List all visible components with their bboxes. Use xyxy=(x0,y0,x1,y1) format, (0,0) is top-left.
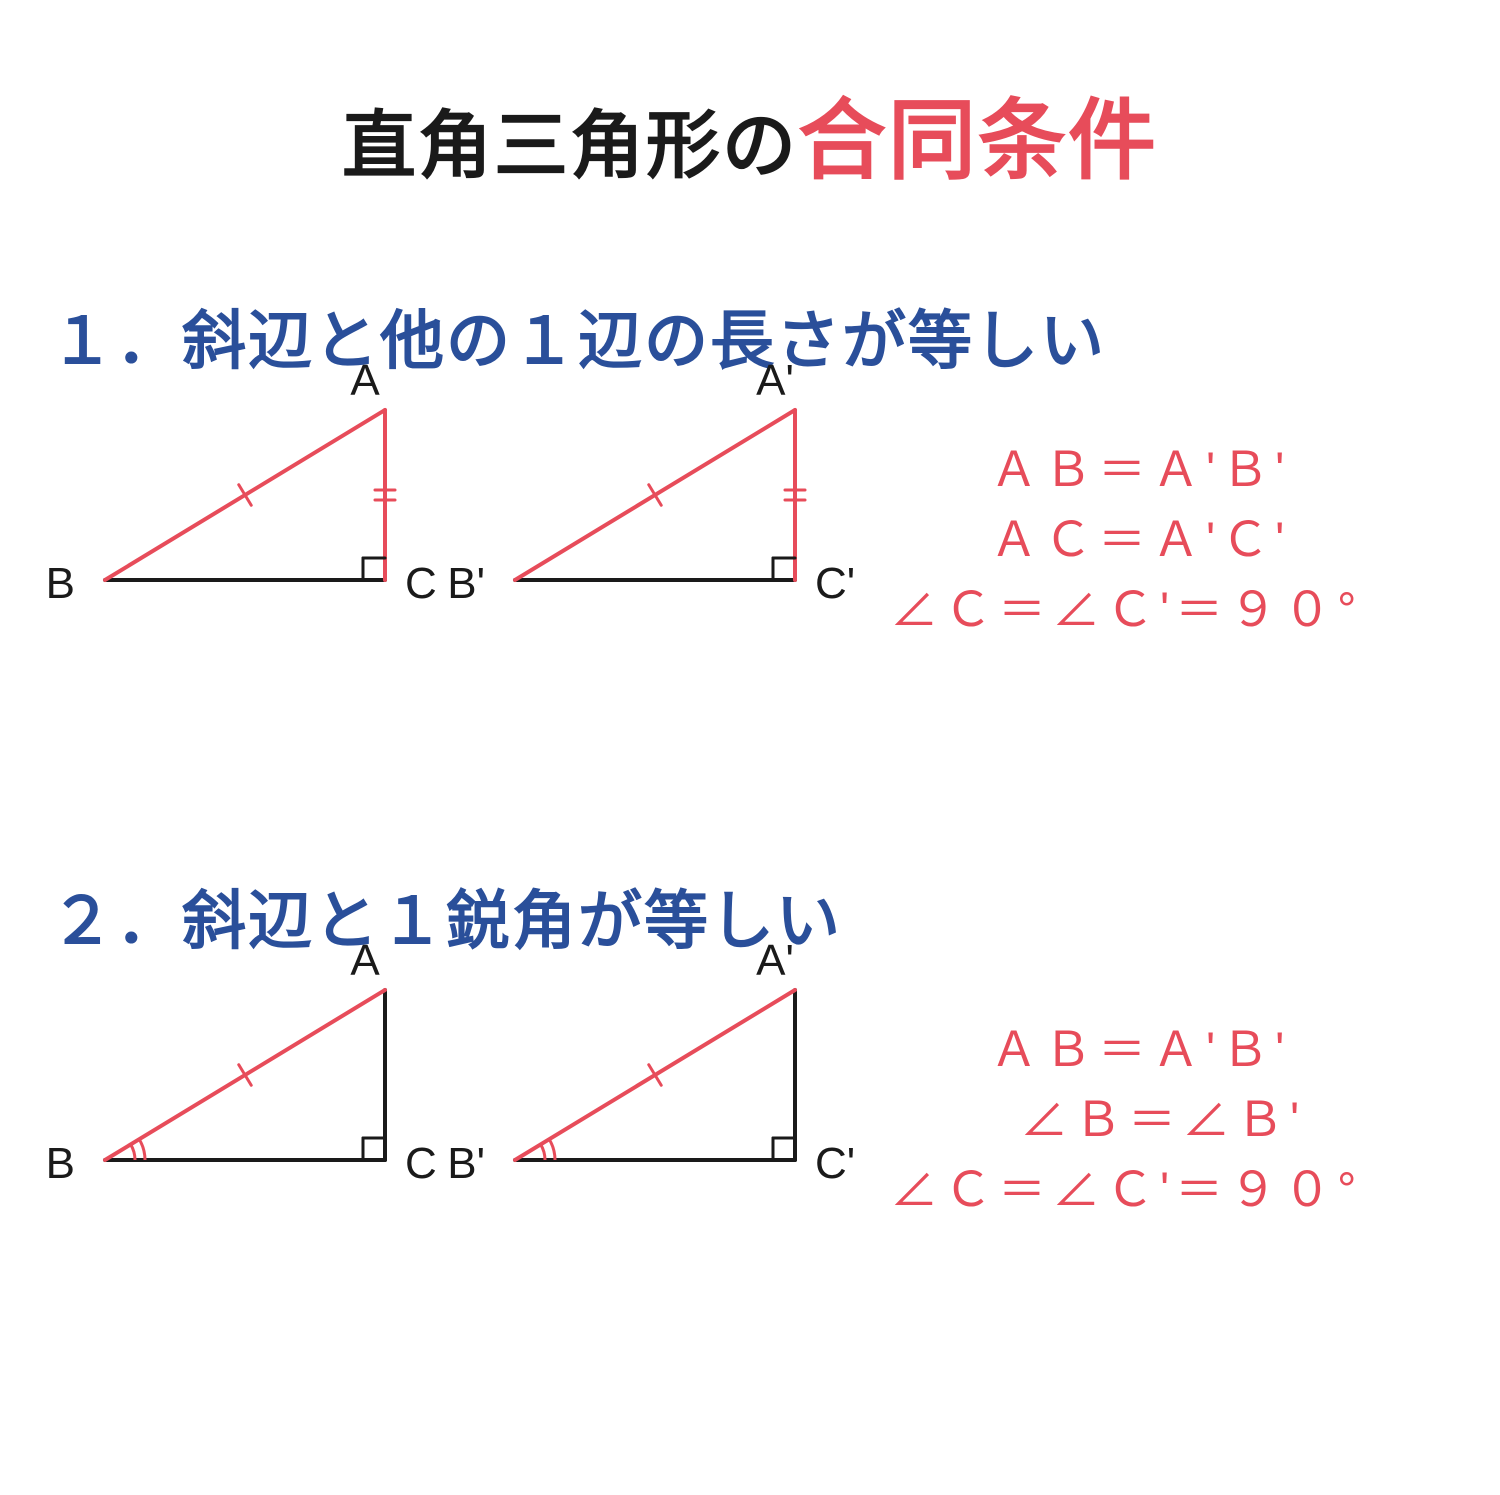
svg-text:B': B' xyxy=(447,1139,485,1188)
svg-text:C': C' xyxy=(815,559,855,608)
section2-heading: ２．斜辺と１鋭角が等しい xyxy=(50,870,842,962)
page: 直角三角形の合同条件 １．斜辺と他の１辺の長さが等しい ABC A'B'C' Ａ… xyxy=(0,0,1500,1495)
svg-text:A': A' xyxy=(756,936,794,985)
section1-eq-2: ＡＣ＝Ａ'Ｃ' xyxy=(990,500,1290,570)
svg-text:B: B xyxy=(46,559,75,608)
section2-eq-2: ∠Ｂ＝∠Ｂ' xyxy=(1020,1080,1305,1150)
section2-triangle-right: A'B'C' xyxy=(505,970,825,1200)
svg-text:A: A xyxy=(350,936,380,985)
svg-text:C': C' xyxy=(815,1139,855,1188)
section1-heading: １．斜辺と他の１辺の長さが等しい xyxy=(50,290,1106,382)
section1-triangle-right: A'B'C' xyxy=(505,390,825,620)
title-emphasis: 合同条件 xyxy=(798,91,1158,190)
svg-text:B: B xyxy=(46,1139,75,1188)
svg-text:A: A xyxy=(350,356,380,405)
title-prefix: 直角三角形の xyxy=(342,104,798,187)
svg-text:A': A' xyxy=(756,356,794,405)
svg-text:C: C xyxy=(405,559,437,608)
svg-text:B': B' xyxy=(447,559,485,608)
section2-triangle-left: ABC xyxy=(95,970,415,1200)
section2-eq-3: ∠Ｃ＝∠Ｃ'＝９０° xyxy=(890,1150,1362,1220)
section1-triangle-left: ABC xyxy=(95,390,415,620)
section1-eq-1: ＡＢ＝Ａ'Ｂ' xyxy=(990,430,1290,500)
svg-text:C: C xyxy=(405,1139,437,1188)
section2-eq-1: ＡＢ＝Ａ'Ｂ' xyxy=(990,1010,1290,1080)
section1-eq-3: ∠Ｃ＝∠Ｃ'＝９０° xyxy=(890,570,1362,640)
page-title: 直角三角形の合同条件 xyxy=(0,70,1500,197)
